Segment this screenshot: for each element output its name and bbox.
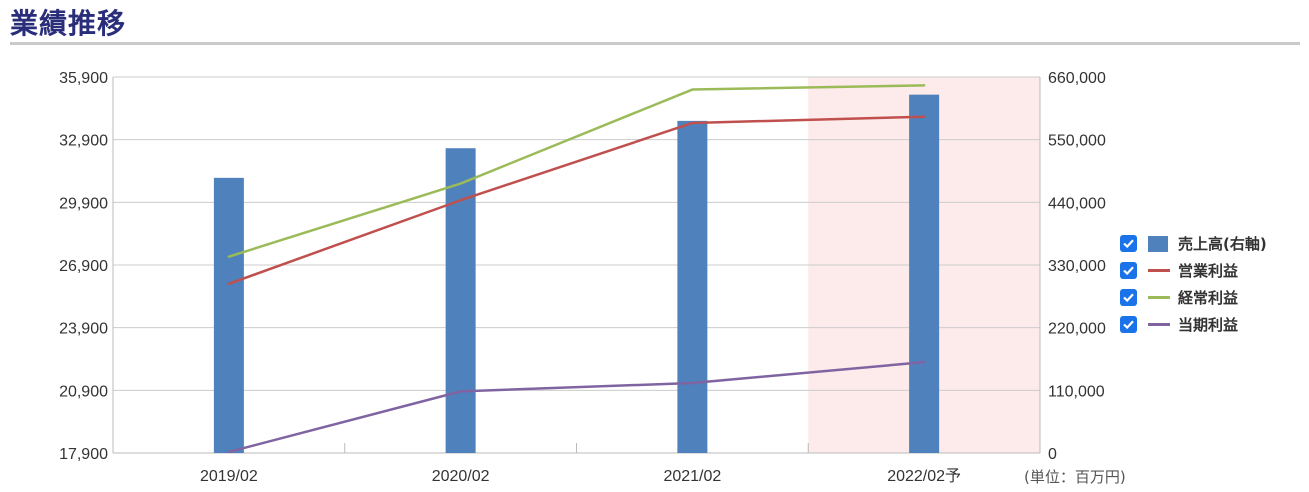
legend-label-operating-profit: 営業利益 [1178,262,1239,280]
right-axis-tick-label: 220,000 [1048,321,1106,338]
legend-swatch-sales [1148,235,1170,252]
chart-legend: 売上高(右軸) 営業利益 経常利益 当期利益 [1120,230,1267,338]
legend-swatch-ordinary-profit [1148,290,1170,306]
series-point-3 [922,360,926,364]
right-axis-tick-label: 660,000 [1048,70,1106,87]
legend-swatch-operating-profit [1148,263,1170,279]
legend-label-ordinary-profit: 経常利益 [1178,289,1239,307]
x-axis-tick-label: 2020/02 [432,468,490,485]
legend-checkbox-net-profit[interactable] [1120,316,1137,333]
title-divider [10,42,1300,45]
right-axis-tick-label: 330,000 [1048,258,1106,275]
bar-sales [213,177,244,453]
series-point-3 [459,390,462,393]
left-axis-tick-label: 23,900 [59,321,108,338]
left-axis-tick-label: 35,900 [59,70,108,87]
legend-item-net-profit[interactable]: 当期利益 [1120,311,1267,338]
bar-sales [445,148,476,453]
x-axis-tick-label: 2019/02 [200,468,258,485]
series-line-2 [228,84,925,258]
series-point-3 [227,450,231,454]
x-axis-tick-label: 2021/02 [663,468,721,485]
page-title: 業績推移 [10,7,127,40]
series-point-2 [922,84,926,87]
series-point-1 [691,121,694,125]
series-point-1 [922,115,926,118]
legend-label-net-profit: 当期利益 [1178,316,1239,334]
x-axis-tick-label: 2022/02予 [887,467,961,485]
series-point-3 [691,381,694,385]
legend-item-operating-profit[interactable]: 営業利益 [1120,257,1267,284]
series-line-1 [228,115,925,285]
series-line-3 [228,360,925,454]
legend-swatch-net-profit [1148,317,1170,333]
legend-checkbox-ordinary-profit[interactable] [1120,289,1137,306]
legend-checkbox-sales[interactable] [1120,235,1137,252]
unit-note: (単位：百万円) [1024,468,1126,486]
series-point-1 [227,282,231,285]
right-axis-tick-label: 550,000 [1048,133,1106,150]
right-axis-tick-label: 440,000 [1048,195,1106,212]
series-point-2 [227,255,231,258]
legend-label-sales: 売上高(右軸) [1178,235,1267,253]
bar-sales [677,120,708,453]
series-point-2 [459,182,462,185]
legend-item-sales[interactable]: 売上高(右軸) [1120,230,1267,257]
right-axis-tick-label: 110,000 [1048,383,1105,400]
left-axis-tick-label: 26,900 [59,258,108,275]
left-axis-tick-label: 32,900 [59,133,108,150]
legend-checkbox-operating-profit[interactable] [1120,262,1137,279]
series-point-2 [691,88,694,91]
left-axis-tick-label: 17,900 [59,446,108,463]
bar-sales [909,94,940,453]
legend-item-ordinary-profit[interactable]: 経常利益 [1120,284,1267,311]
left-axis-tick-label: 29,900 [59,195,108,212]
right-axis-tick-label: 0 [1048,446,1057,463]
left-axis-tick-label: 20,900 [59,383,108,400]
series-point-1 [459,199,462,202]
